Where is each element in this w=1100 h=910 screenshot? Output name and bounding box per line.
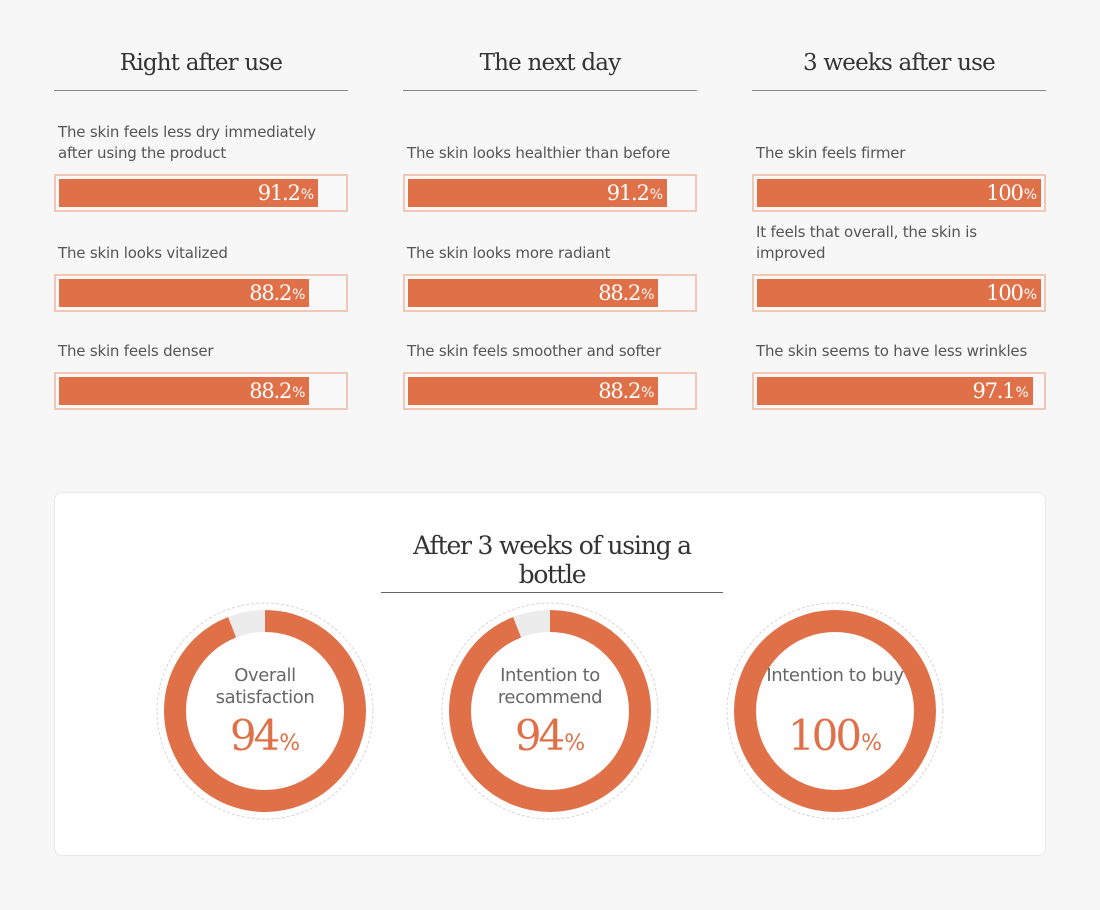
metric-item: It feels that overall, the skin is impro… — [752, 212, 1046, 312]
bar-track: 88.2% — [54, 274, 348, 312]
metric-label: The skin feels smoother and softer — [407, 342, 661, 360]
bar-track: 88.2% — [403, 274, 697, 312]
panel-title: After 3 weeks of using a bottle — [381, 531, 723, 593]
bar-track: 88.2% — [403, 372, 697, 410]
donut-value: 94 — [229, 711, 280, 760]
bar-value: 97.1 — [972, 379, 1015, 403]
percent-sign: % — [300, 186, 314, 203]
bar-value: 88.2 — [598, 281, 641, 305]
metric-item: The skin looks more radiant 88.2% — [403, 212, 697, 312]
metric-item: The skin feels firmer 100% — [752, 119, 1046, 212]
metric-label: The skin looks more radiant — [407, 244, 611, 262]
metric-label: The skin looks vitalized — [58, 244, 228, 262]
metric-item: The skin looks vitalized 88.2% — [54, 212, 348, 312]
donut-arc — [734, 610, 936, 812]
donut-outline — [156, 602, 374, 820]
donut-arc — [164, 610, 366, 812]
bar-value: 91.2 — [257, 181, 301, 205]
bar: 88.2% — [408, 377, 659, 405]
metric-item: The skin feels denser 88.2% — [54, 312, 348, 410]
metric-label: The skin feels less dry immediately afte… — [58, 123, 316, 162]
percent-sign: % — [641, 286, 655, 303]
percent-sign: % — [292, 384, 306, 401]
percent-sign: % — [1023, 286, 1037, 303]
donut-chart: Overall satisfaction 94% — [155, 601, 375, 821]
bar-value-label: 88.2% — [249, 377, 305, 405]
percent-sign: % — [641, 384, 655, 401]
bar: 88.2% — [408, 279, 659, 307]
bar: 97.1% — [757, 377, 1033, 405]
percent-sign: % — [649, 186, 663, 203]
bar-value: 100 — [986, 281, 1024, 305]
donut-outline — [441, 602, 659, 820]
donut-label: Overall satisfaction — [215, 665, 315, 708]
metric-label: The skin feels firmer — [756, 144, 906, 162]
donut-value-label: 94% — [440, 711, 660, 769]
bar-track: 91.2% — [54, 174, 348, 212]
metric-item: The skin seems to have less wrinkles 97.… — [752, 312, 1046, 410]
summary-panel: After 3 weeks of using a bottle Overall … — [54, 492, 1046, 856]
bar-value: 100 — [986, 181, 1024, 205]
metric-item: The skin looks healthier than before 91.… — [403, 119, 697, 212]
bar-value-label: 100% — [986, 179, 1037, 207]
bar-value-label: 88.2% — [598, 279, 654, 307]
percent-sign: % — [1015, 384, 1029, 401]
donut-arc — [449, 610, 651, 812]
donut-svg — [156, 602, 374, 820]
donut-value: 94 — [514, 711, 565, 760]
column-title: 3 weeks after use — [752, 0, 1046, 91]
bar: 88.2% — [59, 377, 310, 405]
percent-sign: % — [292, 286, 306, 303]
bar-value-label: 91.2% — [258, 179, 314, 207]
bar-value-label: 88.2% — [598, 377, 654, 405]
bar-value-label: 97.1% — [972, 377, 1028, 405]
bar-track: 100% — [752, 274, 1046, 312]
bar-value: 88.2 — [249, 281, 292, 305]
bar: 91.2% — [408, 179, 667, 207]
bar-track: 88.2% — [54, 372, 348, 410]
bar: 100% — [757, 179, 1041, 207]
bar-value-label: 88.2% — [249, 279, 305, 307]
bar-value-label: 91.2% — [607, 179, 663, 207]
donut-value-label: 94% — [155, 711, 375, 769]
donut-label: Intention to recommend — [497, 665, 603, 708]
percent-sign: % — [861, 731, 883, 756]
donut-value-label: 100% — [725, 711, 945, 769]
column-title: The next day — [403, 0, 697, 91]
metric-label: The skin looks healthier than before — [407, 144, 671, 162]
donut-chart: Intention to recommend 94% — [440, 601, 660, 821]
column-right-after-use: Right after use The skin feels less dry … — [54, 0, 348, 410]
bar: 91.2% — [59, 179, 318, 207]
bar-track: 91.2% — [403, 174, 697, 212]
donut-value: 100 — [787, 711, 862, 760]
column-the-next-day: The next day The skin looks healthier th… — [403, 0, 697, 410]
metric-label: The skin seems to have less wrinkles — [756, 342, 1028, 360]
metric-label: The skin feels denser — [58, 342, 214, 360]
bar: 100% — [757, 279, 1041, 307]
metric-item: The skin feels less dry immediately afte… — [54, 119, 348, 212]
bar-track: 97.1% — [752, 372, 1046, 410]
bar-value-label: 100% — [986, 279, 1037, 307]
donut-svg — [441, 602, 659, 820]
percent-sign: % — [1023, 186, 1037, 203]
donut-label: Intention to buy — [766, 665, 904, 686]
metric-item: The skin feels smoother and softer 88.2% — [403, 312, 697, 410]
bar-value: 88.2 — [598, 379, 641, 403]
column-3-weeks-after-use: 3 weeks after use The skin feels firmer … — [752, 0, 1046, 410]
percent-sign: % — [564, 731, 586, 756]
donut-svg — [726, 602, 944, 820]
bar: 88.2% — [59, 279, 310, 307]
donut-chart: Intention to buy 100% — [725, 601, 945, 821]
metric-label: It feels that overall, the skin is impro… — [756, 223, 977, 262]
percent-sign: % — [279, 731, 301, 756]
donut-outline — [726, 602, 944, 820]
bar-value: 88.2 — [249, 379, 292, 403]
bar-value: 91.2 — [606, 181, 650, 205]
column-title: Right after use — [54, 0, 348, 91]
bar-track: 100% — [752, 174, 1046, 212]
